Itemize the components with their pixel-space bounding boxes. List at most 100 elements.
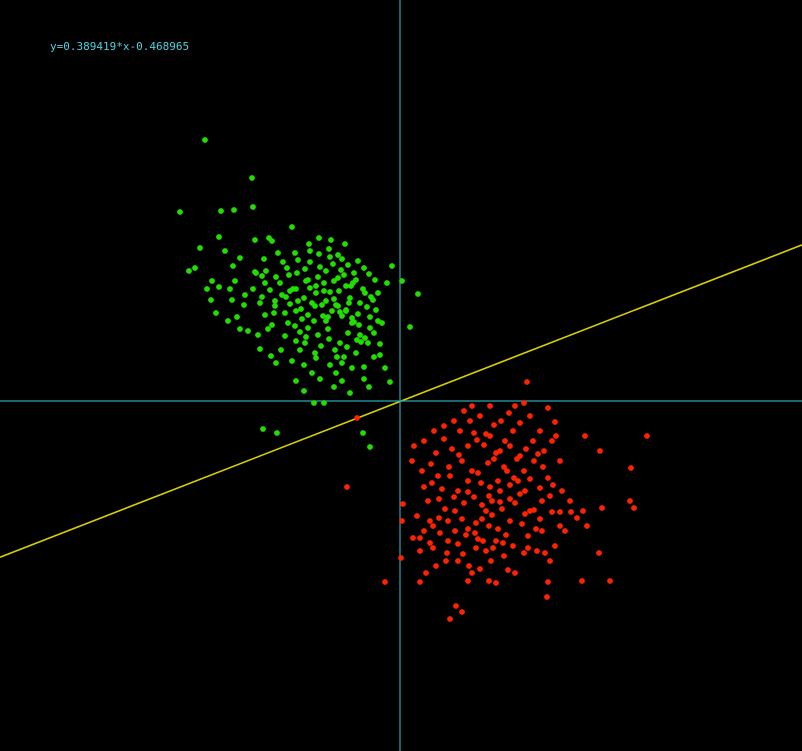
data-point: [487, 433, 493, 439]
data-point: [461, 408, 467, 414]
data-point: [311, 400, 317, 406]
data-point: [351, 270, 357, 276]
data-point: [466, 563, 472, 569]
data-point: [495, 478, 501, 484]
data-point: [293, 338, 299, 344]
data-point: [282, 310, 288, 316]
data-point: [489, 512, 495, 518]
data-point: [349, 365, 355, 371]
data-point: [430, 545, 436, 551]
data-point: [549, 438, 555, 444]
data-point: [259, 273, 265, 279]
data-point: [421, 528, 427, 534]
data-point: [417, 535, 423, 541]
data-point: [417, 579, 423, 585]
data-point: [333, 370, 339, 376]
data-point: [452, 528, 458, 534]
data-point: [472, 530, 478, 536]
data-point: [289, 224, 295, 230]
data-point: [343, 308, 349, 314]
data-point: [315, 332, 321, 338]
data-point: [387, 379, 393, 385]
data-point: [465, 526, 471, 532]
data-point: [293, 308, 299, 314]
data-point: [372, 277, 378, 283]
data-point: [489, 498, 495, 504]
data-point: [289, 358, 295, 364]
data-point: [507, 482, 513, 488]
data-point: [321, 400, 327, 406]
data-point: [510, 428, 516, 434]
data-point: [222, 248, 228, 254]
data-point: [437, 530, 443, 536]
data-point: [507, 443, 513, 449]
data-point: [479, 516, 485, 522]
data-point: [312, 350, 318, 356]
data-point: [278, 347, 284, 353]
data-point: [428, 461, 434, 467]
data-point: [259, 294, 265, 300]
data-point: [343, 283, 349, 289]
data-point: [527, 508, 533, 514]
data-point: [284, 265, 290, 271]
data-point: [319, 302, 325, 308]
data-point: [537, 516, 543, 522]
data-point: [342, 241, 348, 247]
data-point: [335, 275, 341, 281]
data-point: [473, 520, 479, 526]
data-point: [377, 352, 383, 358]
data-point: [628, 465, 634, 471]
data-point: [268, 353, 274, 359]
data-point: [451, 494, 457, 500]
data-point: [537, 485, 543, 491]
data-point: [459, 609, 465, 615]
data-point: [367, 325, 373, 331]
data-point: [382, 365, 388, 371]
data-point: [522, 511, 528, 517]
data-point: [234, 314, 240, 320]
data-point: [272, 303, 278, 309]
data-point: [297, 329, 303, 335]
data-point: [415, 291, 421, 297]
data-point: [204, 286, 210, 292]
data-point: [459, 458, 465, 464]
data-point: [497, 499, 503, 505]
data-point: [253, 270, 259, 276]
data-point: [262, 280, 268, 286]
data-point: [192, 265, 198, 271]
data-point: [486, 578, 492, 584]
data-point: [517, 453, 523, 459]
data-point: [250, 204, 256, 210]
data-point: [197, 245, 203, 251]
data-point: [327, 362, 333, 368]
data-point: [271, 310, 277, 316]
data-point: [471, 494, 477, 500]
data-point: [480, 538, 486, 544]
data-point: [545, 475, 551, 481]
data-point: [287, 301, 293, 307]
data-point: [444, 550, 450, 556]
data-point: [302, 266, 308, 272]
data-point: [545, 405, 551, 411]
data-point: [307, 259, 313, 265]
data-point: [209, 278, 215, 284]
data-point: [411, 443, 417, 449]
data-point: [435, 473, 441, 479]
data-point: [357, 300, 363, 306]
data-point: [431, 428, 437, 434]
data-point: [584, 523, 590, 529]
data-point: [522, 488, 528, 494]
data-point: [299, 316, 305, 322]
data-point: [292, 250, 298, 256]
data-point: [305, 312, 311, 318]
data-point: [361, 265, 367, 271]
data-point: [409, 458, 415, 464]
data-point: [345, 330, 351, 336]
data-point: [269, 322, 275, 328]
data-point: [501, 464, 507, 470]
data-point: [371, 330, 377, 336]
data-point: [421, 438, 427, 444]
data-point: [349, 320, 355, 326]
data-point: [371, 354, 377, 360]
